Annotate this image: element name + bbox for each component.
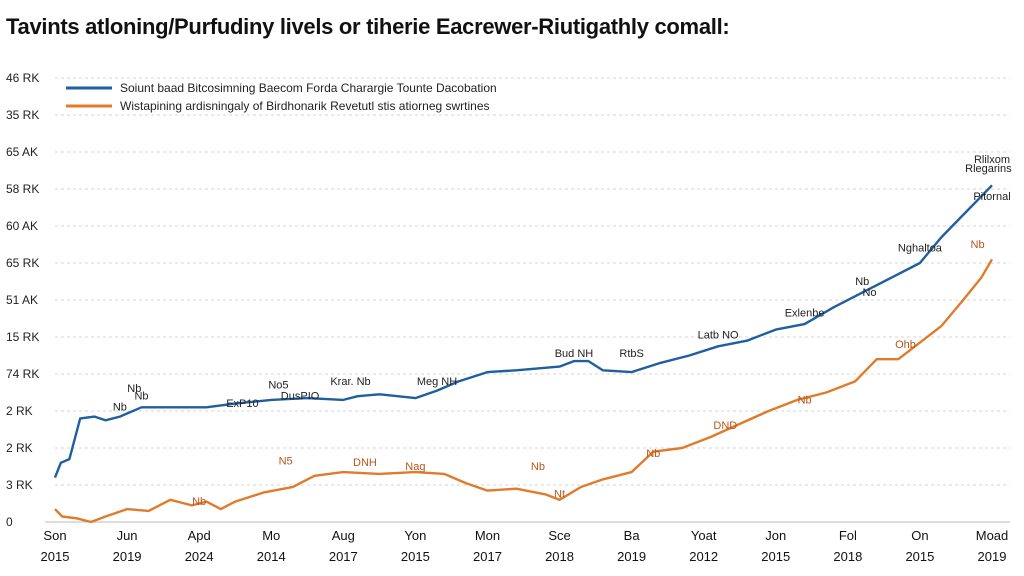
x-tick-year: 2018 <box>833 549 862 564</box>
y-tick-label: 65 AK <box>6 145 38 159</box>
legend-entry-0: Soiunt baad Bitcosimning Baecom Forda Ch… <box>120 81 497 95</box>
x-tick-year: 2019 <box>113 549 142 564</box>
x-tick-year: 2012 <box>689 549 718 564</box>
annotation-label: Nb <box>646 448 660 460</box>
grid <box>45 77 1010 523</box>
x-tick-year: 2019 <box>617 549 646 564</box>
y-tick-label: 60 AK <box>6 219 38 233</box>
y-tick-label: 74 RK <box>6 367 39 381</box>
x-tick-label: Apd <box>188 528 211 543</box>
y-tick-label: 0 <box>6 515 13 529</box>
legend-entry-1: Wistapining ardisningaly of Birdhonarik … <box>120 99 490 113</box>
annotation-label: Pitornal <box>973 191 1010 203</box>
x-tick-label: Fol <box>839 528 857 543</box>
x-tick-year: 2017 <box>329 549 358 564</box>
annotation-label: Bud NH <box>555 348 594 360</box>
x-tick-label: Jun <box>117 528 138 543</box>
annotation-label: No <box>862 287 876 299</box>
annotation-label: DusPIO <box>281 391 320 403</box>
series-lines <box>53 184 994 524</box>
x-tick-year: 2014 <box>257 549 286 564</box>
y-tick-label: 2 RK <box>6 404 33 418</box>
legend: Soiunt baad Bitcosimning Baecom Forda Ch… <box>66 81 497 113</box>
annotation-label: Nb <box>798 394 812 406</box>
chart-title: Tavints atloning/Purfudiny livels or tih… <box>6 14 730 39</box>
y-tick-label: 65 RK <box>6 256 39 270</box>
annotation-label: Nag <box>405 461 425 473</box>
annotation-label: Nt <box>554 489 565 501</box>
annotation-label: DND <box>713 420 737 432</box>
x-tick-year: 2015 <box>401 549 430 564</box>
annotation-label: DNH <box>353 457 377 469</box>
annotation-label: Rlegarins <box>965 163 1012 175</box>
series-line-0 <box>53 184 993 479</box>
annotation-label: Nb <box>531 461 545 473</box>
x-tick-year: 2015 <box>761 549 790 564</box>
x-tick-label: Sce <box>548 528 570 543</box>
annotation-label: Nb <box>855 276 869 288</box>
annotation-label: ExP10 <box>226 398 258 410</box>
x-axis-ticks: Son 2015 Jun 2019 Apd 2024 Mo 2014 Aug 2017 Yon 201… <box>41 528 1009 564</box>
x-tick-year: 2015 <box>41 549 70 564</box>
y-axis-ticks: 0 3 RK 2 RK 2 RK 74 RK 15 RK 51 AK 65 RK 60 AK 58… <box>6 71 39 529</box>
x-tick-label: Yon <box>404 528 426 543</box>
annotation-label: N5 <box>279 455 293 467</box>
y-tick-label: 2 RK <box>6 441 33 455</box>
x-tick-label: Jon <box>765 528 786 543</box>
y-tick-label: 15 RK <box>6 330 39 344</box>
x-tick-label: Moad <box>976 528 1009 543</box>
y-tick-label: 51 AK <box>6 293 38 307</box>
annotation-label: Nb <box>134 391 148 403</box>
x-tick-label: Aug <box>332 528 355 543</box>
y-tick-label: 3 RK <box>6 478 33 492</box>
x-tick-year: 2024 <box>185 549 214 564</box>
x-tick-label: Mo <box>262 528 280 543</box>
x-tick-label: Son <box>43 528 66 543</box>
annotation-label: Nghaltoa <box>898 243 943 255</box>
x-tick-year: 2018 <box>545 549 574 564</box>
y-tick-label: 58 RK <box>6 182 39 196</box>
x-tick-label: Ba <box>624 528 641 543</box>
annotation-label: Nb <box>971 239 985 251</box>
annotation-label: No5 <box>268 380 288 392</box>
annotation-label: Nb <box>192 496 206 508</box>
annotation-label: Meg NH <box>417 376 457 388</box>
x-tick-label: On <box>911 528 928 543</box>
x-tick-year: 2015 <box>905 549 934 564</box>
y-tick-label: 35 RK <box>6 108 39 122</box>
x-tick-year: 2017 <box>473 549 502 564</box>
annotation-label: Latb NO <box>698 330 739 342</box>
annotation-label: Rlilxom <box>974 154 1010 166</box>
annotation-label: RtbS <box>619 348 643 360</box>
annotation-label: Krar. Nb <box>330 376 370 388</box>
x-tick-label: Yoat <box>691 528 717 543</box>
series-line-1 <box>54 258 994 524</box>
y-tick-label: 46 RK <box>6 71 39 85</box>
annotation-label: Exlenbe <box>785 307 825 319</box>
annotation-label: Nb <box>113 402 127 414</box>
x-tick-year: 2019 <box>978 549 1007 564</box>
x-tick-label: Mon <box>475 528 500 543</box>
annotation-label: Nb <box>127 383 141 395</box>
annotation-label: Ohb <box>895 339 916 351</box>
